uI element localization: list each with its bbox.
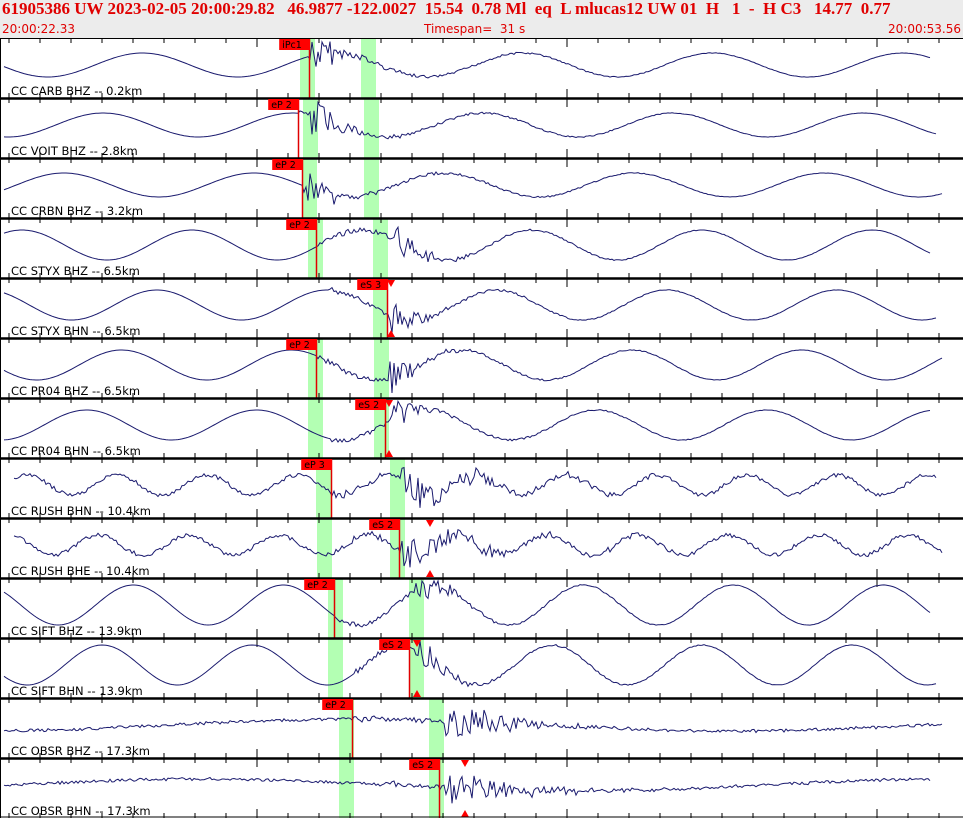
pick-flag[interactable] (355, 399, 386, 410)
channel-row[interactable]: eP 2 CC PR04 BHZ -- 6.5km (0, 337, 963, 398)
p-window-band (328, 579, 343, 638)
p-window-band (316, 459, 331, 518)
p-window-band (339, 759, 354, 818)
waveform-trace (3, 171, 943, 205)
pick-label: eS 3 (360, 280, 381, 291)
waveform-trace (13, 466, 937, 508)
channel-row[interactable]: iPc1 CC CARB BHZ -- 0.2km (0, 38, 963, 98)
pick-down-triangle-icon (387, 280, 395, 287)
timespan-label: Timespan= 31 s (424, 22, 526, 36)
pick-flag[interactable] (379, 639, 410, 650)
channel-label: CC PR04 BHZ -- 6.5km (11, 384, 140, 398)
seismogram-panel[interactable]: iPc1 CC CARB BHZ -- 0.2km eP 2 CC VOIT BHZ … (0, 38, 963, 818)
pick-down-triangle-icon (461, 760, 469, 767)
p-window-band (373, 279, 388, 338)
pick-label: eS 2 (358, 400, 379, 411)
pick-flag[interactable] (369, 519, 400, 530)
channel-label: CC SIFT BHN -- 13.9km (11, 684, 143, 698)
s-window-band (373, 219, 388, 278)
pick-label: eP 2 (325, 700, 346, 711)
event-summary-title: 61905386 UW 2023-02-05 20:00:29.82 46.98… (2, 0, 891, 18)
waveform-trace (3, 640, 937, 688)
waveform-trace (3, 709, 943, 738)
pick-label: eS 2 (382, 640, 403, 651)
pick-label: eP 2 (289, 220, 310, 231)
pick-flag[interactable] (286, 219, 317, 230)
s-window-band (429, 699, 444, 758)
s-window-band (361, 39, 376, 98)
channel-row[interactable]: eP 2 CC SIFT BHZ -- 13.9km (0, 577, 963, 638)
s-window-band (364, 99, 379, 158)
pick-up-triangle-icon (461, 810, 469, 817)
pick-label: eP 2 (307, 580, 328, 591)
pick-flag[interactable] (286, 339, 317, 350)
channel-label: CC VOIT BHZ -- 2.8km (11, 144, 138, 158)
s-window-band (364, 159, 379, 218)
p-window-band (339, 699, 354, 758)
s-window-band (374, 339, 389, 398)
channel-label: CC RUSH BHN -- 10.4km (11, 504, 151, 518)
p-window-band (317, 519, 332, 578)
waveform-trace (3, 40, 931, 79)
channel-label: CC CRBN BHZ -- 3.2km (11, 204, 143, 218)
channel-label: CC STYX BHZ -- 6.5km (11, 264, 140, 278)
p-window-band (300, 39, 315, 98)
channel-label: CC OBSR BHN -- 17.3km (11, 804, 151, 818)
pick-flag[interactable] (272, 159, 303, 170)
p-window-band (302, 159, 317, 218)
pick-label: eP 2 (271, 100, 292, 111)
pick-down-triangle-icon (385, 400, 393, 407)
pick-up-triangle-icon (385, 450, 393, 457)
pick-flag[interactable] (409, 759, 440, 770)
pick-flag[interactable] (304, 579, 335, 590)
pick-flag[interactable] (357, 279, 388, 290)
pick-down-triangle-icon (413, 640, 421, 647)
channel-label: CC CARB BHZ -- 0.2km (11, 84, 142, 98)
waveform-trace (3, 775, 931, 804)
channel-row[interactable]: eS 2 CC PR04 BHN -- 6.5km (0, 397, 963, 458)
pick-label: eP 3 (304, 460, 325, 471)
waveform-trace (13, 528, 943, 568)
waveform-trace (3, 100, 937, 140)
pick-up-triangle-icon (426, 570, 434, 577)
channel-row[interactable]: eS 2 CC RUSH BHE -- 10.4km (0, 517, 963, 578)
pick-flag[interactable] (268, 99, 299, 110)
waveform-trace (3, 579, 931, 628)
pick-up-triangle-icon (413, 690, 421, 697)
channel-row[interactable]: eP 2 CC STYX BHZ -- 6.5km (0, 217, 963, 278)
pick-flag[interactable] (301, 459, 332, 470)
pick-label: eS 2 (372, 520, 393, 531)
channel-label: CC STYX BHN -- 6.5km (11, 324, 141, 338)
channel-label: CC RUSH BHE -- 10.4km (11, 564, 150, 578)
channel-row[interactable]: eS 3 CC STYX BHN -- 6.5km (0, 277, 963, 338)
waveform-trace (3, 286, 937, 334)
channel-row[interactable]: eP 2 CC VOIT BHZ -- 2.8km (0, 97, 963, 158)
pick-label: eS 2 (412, 760, 433, 771)
channel-row[interactable]: eS 2 CC SIFT BHN -- 13.9km (0, 637, 963, 698)
channel-row[interactable]: eP 2 CC CRBN BHZ -- 3.2km (0, 157, 963, 218)
p-window-band (308, 219, 323, 278)
pick-down-triangle-icon (426, 520, 434, 527)
pick-flag[interactable] (322, 699, 353, 710)
pick-label: eP 2 (289, 340, 310, 351)
channel-row[interactable]: eP 2 CC OBSR BHZ -- 17.3km (0, 697, 963, 758)
pick-up-triangle-icon (387, 330, 395, 337)
channel-label: CC SIFT BHZ -- 13.9km (11, 624, 142, 638)
channel-row[interactable]: eP 3 CC RUSH BHN -- 10.4km (0, 457, 963, 518)
s-window-band (409, 639, 424, 698)
p-window-band (308, 399, 323, 458)
waveform-trace (3, 348, 943, 394)
waveform-trace (3, 225, 931, 263)
channel-label: CC OBSR BHZ -- 17.3km (11, 744, 150, 758)
event-header: 61905386 UW 2023-02-05 20:00:29.82 46.98… (0, 0, 963, 38)
channel-label: CC PR04 BHN -- 6.5km (11, 444, 141, 458)
p-window-band (328, 639, 343, 698)
pick-label: iPc1 (282, 40, 302, 51)
start-time: 20:00:22.33 (2, 22, 75, 36)
pick-label: eP 2 (275, 160, 296, 171)
end-time: 20:00:53.56 (888, 22, 961, 36)
channel-row[interactable]: eS 2 CC OBSR BHN -- 17.3km (0, 757, 963, 818)
pick-flag[interactable] (279, 39, 310, 50)
waveform-trace (3, 399, 931, 443)
